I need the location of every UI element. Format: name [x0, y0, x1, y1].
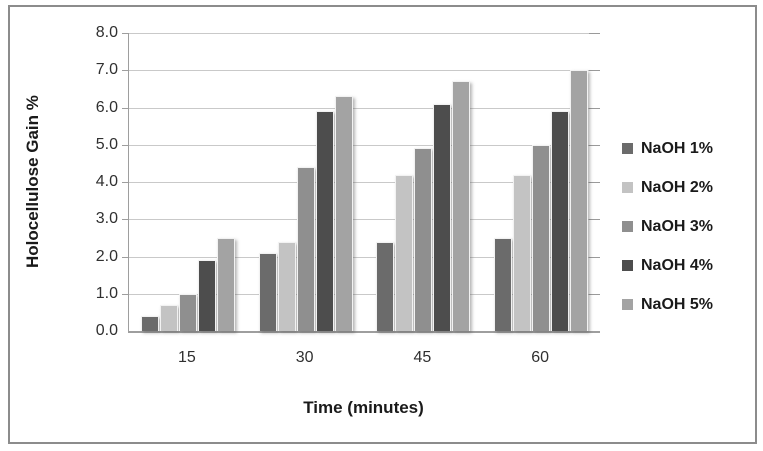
legend-item-naoh-5-: NaOH 5% — [622, 285, 713, 324]
y-tick-label: 2.0 — [95, 247, 118, 265]
bar-naoh-5--60 — [570, 70, 589, 331]
gridline — [129, 144, 600, 146]
y-axis-tick — [122, 70, 129, 72]
y-tick-label: 1.0 — [95, 284, 118, 302]
legend-item-naoh-3-: NaOH 3% — [622, 207, 713, 246]
gridline-right-stub — [589, 256, 600, 258]
legend-swatch-icon — [622, 299, 633, 310]
y-tick-label: 3.0 — [95, 210, 118, 228]
gridline — [129, 219, 600, 221]
legend-item-naoh-1-: NaOH 1% — [622, 129, 713, 168]
legend-swatch-icon — [622, 221, 633, 232]
gridline-right-stub — [589, 33, 600, 34]
chart-frame: 0.0 1.0 2.0 3.0 4.0 5.0 6.0 7.0 8.0 15 30 45 60 Hol… — [8, 5, 757, 444]
legend-item-naoh-4-: NaOH 4% — [622, 246, 713, 285]
legend-swatch-icon — [622, 182, 633, 193]
gridline — [129, 107, 600, 109]
y-tick-label: 8.0 — [95, 24, 118, 41]
bar-naoh-3--30 — [296, 167, 315, 331]
bar-naoh-1--30 — [258, 252, 277, 331]
bar-group-60 — [482, 70, 600, 331]
legend-label: NaOH 1% — [641, 139, 714, 157]
y-tick-label: 5.0 — [95, 135, 118, 153]
x-axis-title: Time (minutes) — [303, 398, 424, 417]
y-tick-label: 4.0 — [95, 173, 118, 190]
bar-naoh-1--45 — [376, 241, 395, 331]
gridline — [129, 70, 600, 72]
legend-label: NaOH 5% — [641, 295, 714, 313]
y-axis-title: Holocellulose Gain % — [23, 95, 42, 269]
gridline-right-stub — [589, 70, 600, 72]
bar-naoh-4--15 — [197, 260, 216, 331]
bar-naoh-3--45 — [414, 148, 433, 331]
bar-naoh-5--15 — [216, 237, 235, 331]
x-tick-label: 60 — [531, 349, 550, 366]
bar-naoh-5--45 — [452, 81, 471, 331]
gridline — [129, 256, 600, 258]
y-axis-tick — [122, 293, 129, 295]
bar-naoh-2--45 — [395, 174, 414, 331]
gridline — [129, 293, 600, 295]
bar-naoh-2--60 — [513, 174, 532, 331]
bar-naoh-4--30 — [315, 111, 334, 331]
legend-item-naoh-2-: NaOH 2% — [622, 168, 713, 207]
x-tick-label: 30 — [295, 349, 314, 366]
legend-swatch-icon — [622, 143, 633, 154]
legend-label: NaOH 3% — [641, 217, 714, 235]
gridline — [129, 33, 600, 34]
gridline-right-stub — [589, 182, 600, 183]
bar-naoh-3--60 — [532, 144, 551, 331]
legend: NaOH 1% NaOH 2% NaOH 3% NaOH 4% NaOH 5% — [622, 129, 713, 324]
legend-label: NaOH 2% — [641, 178, 714, 196]
y-axis-tick — [122, 182, 129, 183]
x-tick-label: 45 — [413, 349, 432, 366]
bar-group-15 — [129, 237, 247, 331]
bar-naoh-1--60 — [494, 237, 513, 331]
gridline-right-stub — [589, 293, 600, 295]
legend-label: NaOH 4% — [641, 256, 714, 274]
y-tick-label: 7.0 — [95, 61, 118, 79]
bar-naoh-2--15 — [159, 304, 178, 331]
y-axis-tick — [122, 144, 129, 146]
bar-group-45 — [365, 81, 483, 331]
bar-naoh-3--15 — [178, 293, 197, 331]
bar-group-30 — [247, 96, 365, 331]
y-tick-label: 6.0 — [95, 98, 118, 116]
legend-swatch-icon — [622, 260, 633, 271]
gridline-right-stub — [589, 219, 600, 221]
gridline — [129, 182, 600, 183]
y-axis-tick — [122, 33, 129, 34]
bar-naoh-2--30 — [277, 241, 296, 331]
y-axis-tick — [122, 256, 129, 258]
x-tick-label: 15 — [177, 349, 196, 366]
plot-area — [122, 33, 600, 333]
bar-naoh-4--45 — [433, 103, 452, 331]
bar-naoh-1--15 — [140, 316, 159, 331]
y-axis-tick — [122, 107, 129, 109]
gridline-right-stub — [589, 144, 600, 146]
y-axis-tick — [122, 219, 129, 221]
gridline-right-stub — [589, 107, 600, 109]
bar-naoh-4--60 — [551, 111, 570, 331]
y-tick-label: 0.0 — [95, 322, 118, 339]
bar-naoh-5--30 — [334, 96, 353, 331]
